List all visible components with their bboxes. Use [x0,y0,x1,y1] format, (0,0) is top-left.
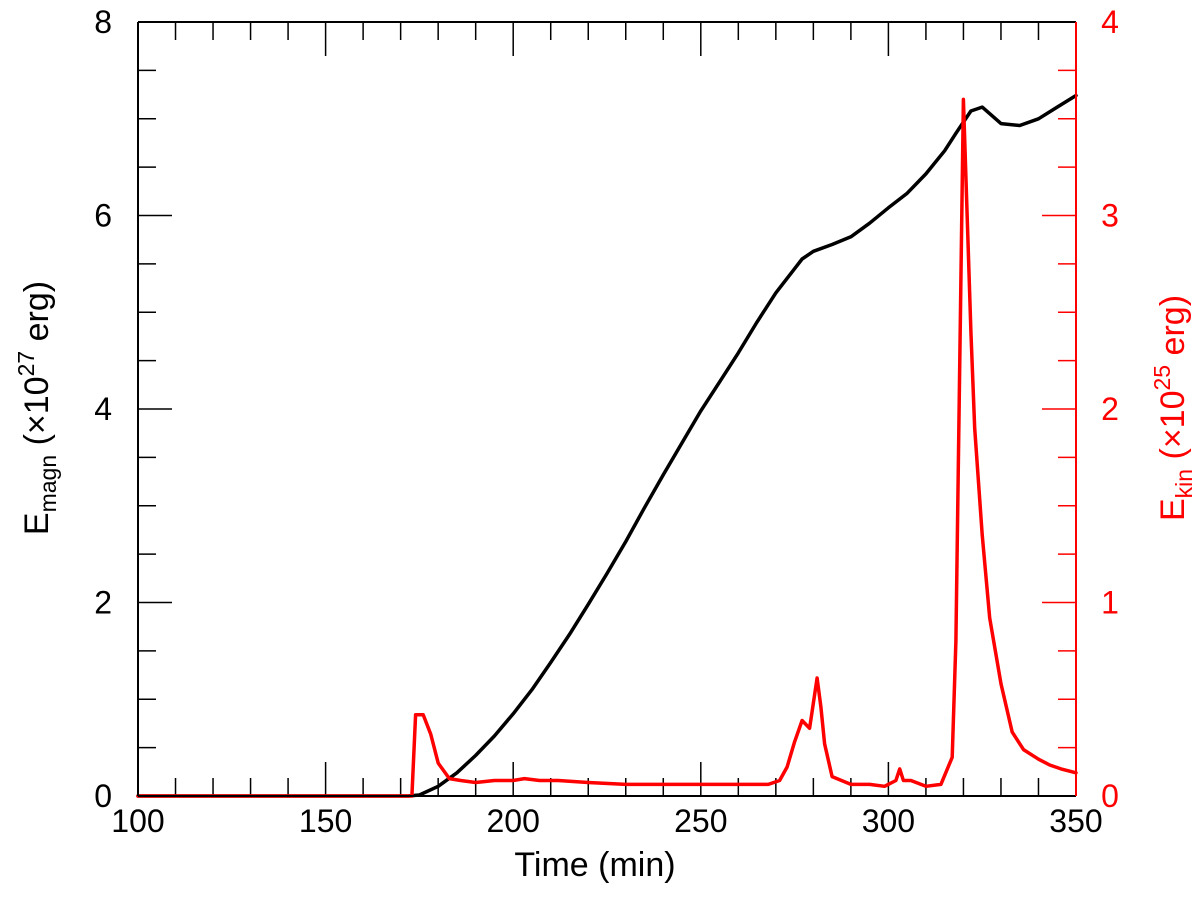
y-right-tick-label: 4 [1101,4,1119,40]
y-left-tick-label: 0 [94,778,112,814]
x-tick-label: 200 [487,803,540,839]
x-tick-label: 350 [1049,803,1102,839]
y-left-tick-label: 2 [94,585,112,621]
y-left-title-prefix: (×10 [18,376,56,454]
y-right-axis-title: Ekin (×1025 erg) [1149,295,1197,521]
y-right-title-subscript: kin [1171,469,1197,498]
y-left-title-base: E [18,512,56,535]
magnetic-energy-line [136,93,1078,798]
y-right-tick-label: 3 [1101,198,1119,234]
x-axis-title: Time (min) [514,846,675,884]
y-right-tick-label: 0 [1101,778,1119,814]
tick-marks [137,21,1077,797]
y-left-tick-label: 6 [94,198,112,234]
y-right-tick-label: 2 [1101,391,1119,427]
y-left-title-exponent: 27 [13,351,39,377]
plot-frame [137,21,1077,797]
x-tick-label: 150 [299,803,352,839]
y-left-tick-label: 4 [94,391,112,427]
x-tick-label: 250 [674,803,727,839]
y-right-title-base: E [1154,498,1192,521]
y-right-title-suffix: erg) [1154,295,1192,365]
y-left-title-subscript: magn [35,455,61,513]
y-left-tick-label: 8 [94,4,112,40]
y-right-title-prefix: (×10 [1154,390,1192,468]
series-layer [136,93,1078,798]
y-right-tick-label: 1 [1101,585,1119,621]
x-tick-label: 300 [862,803,915,839]
y-left-axis-title: Emagn (×1027 erg) [13,281,61,535]
y-right-title-exponent: 25 [1149,365,1175,391]
x-tick-label: 100 [111,803,164,839]
y-left-title-suffix: erg) [18,281,56,351]
kinetic-energy-line [136,97,1078,798]
